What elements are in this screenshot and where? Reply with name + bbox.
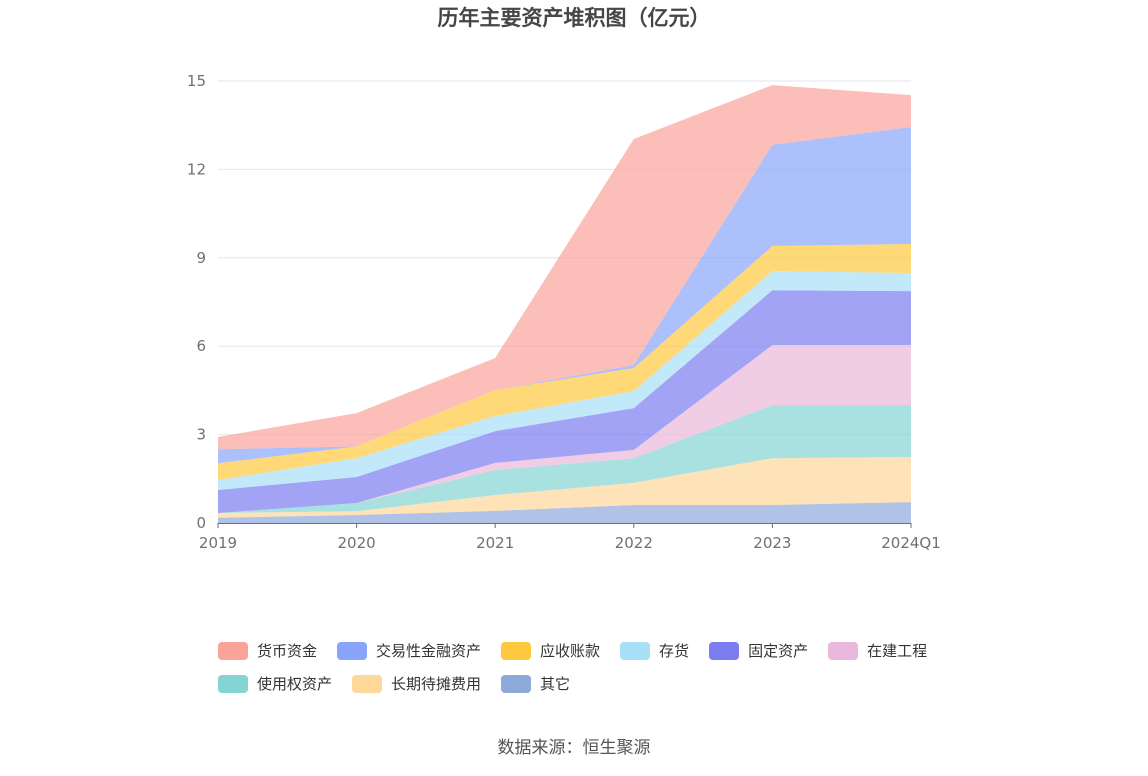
legend-label: 存货: [659, 642, 690, 660]
legend-label: 应收账款: [540, 642, 601, 660]
data-source-note: 数据来源：恒生聚源: [497, 738, 651, 758]
legend-item-9[interactable]: 其它: [501, 675, 570, 693]
legend: 货币资金 交易性金融资产 应收账款 存货 固定资产 在建工程使用权资产 长期待摊费用 其它: [218, 642, 940, 693]
legend-label: 交易性金融资产: [376, 642, 482, 660]
y-tick-label: 12: [187, 160, 206, 178]
axis-layer: 0 3 6 9 12 15 2019 2020 2021 2022 2023 2024Q1: [187, 72, 941, 552]
legend-label: 使用权资产: [257, 675, 333, 693]
legend-swatch: [501, 675, 532, 693]
series-area-1[interactable]: [218, 85, 911, 450]
series-area-8[interactable]: [218, 457, 911, 518]
legend-item-4[interactable]: 存货: [620, 642, 689, 660]
legend-item-6[interactable]: 在建工程: [828, 642, 927, 660]
series-area-9[interactable]: [218, 502, 911, 523]
legend-swatch: [218, 642, 248, 660]
x-tick-label: 2019: [199, 534, 237, 552]
legend-swatch: [352, 675, 383, 693]
x-tick-label: 2023: [753, 534, 791, 552]
y-tick-label: 3: [196, 426, 206, 444]
legend-label: 固定资产: [748, 642, 809, 660]
legend-swatch: [337, 642, 368, 660]
legend-swatch: [501, 642, 532, 660]
series-area-3[interactable]: [218, 244, 911, 480]
legend-label: 长期待摊费用: [391, 675, 482, 693]
legend-item-5[interactable]: 固定资产: [709, 642, 808, 660]
series-area-6[interactable]: [218, 345, 911, 513]
y-tick-label: 9: [196, 249, 206, 267]
legend-item-3[interactable]: 应收账款: [501, 642, 600, 660]
series-area-2[interactable]: [218, 127, 911, 464]
x-tick-label: 2024Q1: [881, 534, 941, 552]
legend-label: 货币资金: [257, 642, 318, 660]
series-area-5[interactable]: [218, 290, 911, 513]
x-tick-label: 2020: [338, 534, 376, 552]
legend-swatch: [828, 642, 859, 660]
y-tick-label: 0: [196, 514, 206, 532]
legend-label: 在建工程: [867, 642, 928, 660]
chart-title: 历年主要资产堆积图（亿元）: [437, 6, 711, 30]
legend-swatch: [709, 642, 740, 660]
legend-swatch: [218, 675, 248, 693]
legend-item-1[interactable]: 货币资金: [218, 642, 317, 660]
x-tick-label: 2022: [615, 534, 653, 552]
y-tick-label: 6: [196, 337, 206, 355]
y-tick-label: 15: [187, 72, 206, 90]
legend-swatch: [620, 642, 651, 660]
legend-item-8[interactable]: 长期待摊费用: [352, 675, 481, 693]
legend-item-7[interactable]: 使用权资产: [218, 675, 332, 693]
x-tick-label: 2021: [476, 534, 514, 552]
legend-label: 其它: [540, 675, 571, 693]
series-area-7[interactable]: [218, 405, 911, 513]
legend-item-2[interactable]: 交易性金融资产: [337, 642, 481, 660]
area-layer: [218, 85, 911, 523]
